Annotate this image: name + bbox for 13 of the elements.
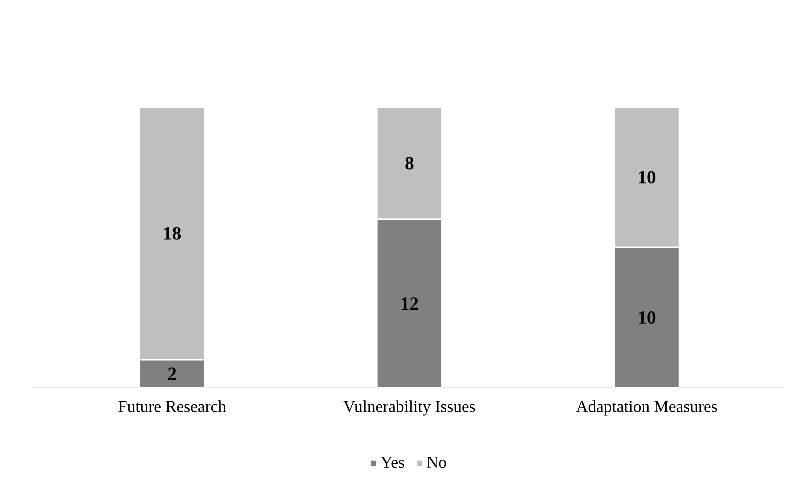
data-label: 2 <box>168 368 176 380</box>
bar <box>614 246 680 388</box>
data-label: 12 <box>402 298 418 310</box>
legend-label: Yes <box>380 457 404 468</box>
bar <box>376 218 444 388</box>
x-tick-label: Future Research <box>118 400 226 412</box>
x-tick-label: Vulnerability Issues <box>344 400 476 416</box>
data-label: 10 <box>639 171 656 184</box>
x-tick-label: Adaptation Measures <box>576 400 718 416</box>
data-label: 8 <box>406 157 414 170</box>
data-label: 10 <box>639 312 656 324</box>
legend-label: No <box>427 457 446 468</box>
data-label: 18 <box>164 227 182 240</box>
